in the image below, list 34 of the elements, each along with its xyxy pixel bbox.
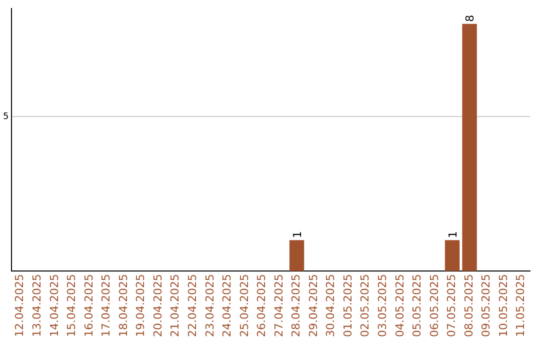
x-tick-label: 14.04.2025 xyxy=(48,274,61,338)
x-tick-label: 02.05.2025 xyxy=(358,274,372,338)
x-tick-label: 10.05.2025 xyxy=(496,274,510,338)
y-tick-label: 5 xyxy=(2,112,9,122)
data-label: 1 xyxy=(446,231,460,238)
x-tick-label: 08.05.2025 xyxy=(462,274,476,338)
x-tick-label: 25.04.2025 xyxy=(238,274,251,338)
x-tick-label: 11.05.2025 xyxy=(514,274,528,338)
x-tick-label: 29.04.2025 xyxy=(306,274,320,338)
x-tick-label: 20.04.2025 xyxy=(151,274,164,338)
x-tick-label: 07.05.2025 xyxy=(445,274,458,338)
x-tick-label: 16.04.2025 xyxy=(82,274,96,338)
x-tick-label: 27.04.2025 xyxy=(272,274,286,338)
x-tick-label: 24.04.2025 xyxy=(220,274,234,338)
x-tick-label: 21.04.2025 xyxy=(168,274,182,338)
x-tick-label: 26.04.2025 xyxy=(255,274,268,338)
x-tick-label: 03.05.2025 xyxy=(376,274,390,338)
x-tick-label: 05.05.2025 xyxy=(410,274,424,338)
x-tick-label: 18.04.2025 xyxy=(116,274,130,338)
x-tick-label: 09.05.2025 xyxy=(480,274,493,338)
x-tick-label: 19.04.2025 xyxy=(134,274,148,338)
data-label: 1 xyxy=(290,231,304,238)
x-tick-label: 17.04.2025 xyxy=(100,274,113,338)
x-tick-label: 01.05.2025 xyxy=(341,274,354,338)
x-tick-label: 13.04.2025 xyxy=(30,274,44,338)
x-tick-label: 28.04.2025 xyxy=(290,274,303,338)
x-tick-label: 15.04.2025 xyxy=(65,274,78,338)
x-tick-label: 12.04.2025 xyxy=(13,274,26,338)
x-tick-label: 04.05.2025 xyxy=(393,274,406,338)
x-tick-label: 06.05.2025 xyxy=(428,274,441,338)
data-label: 8 xyxy=(464,14,477,22)
x-tick-label: 30.04.2025 xyxy=(324,274,338,338)
x-tick-label: 22.04.2025 xyxy=(186,274,199,338)
x-tick-label: 23.04.2025 xyxy=(203,274,216,338)
